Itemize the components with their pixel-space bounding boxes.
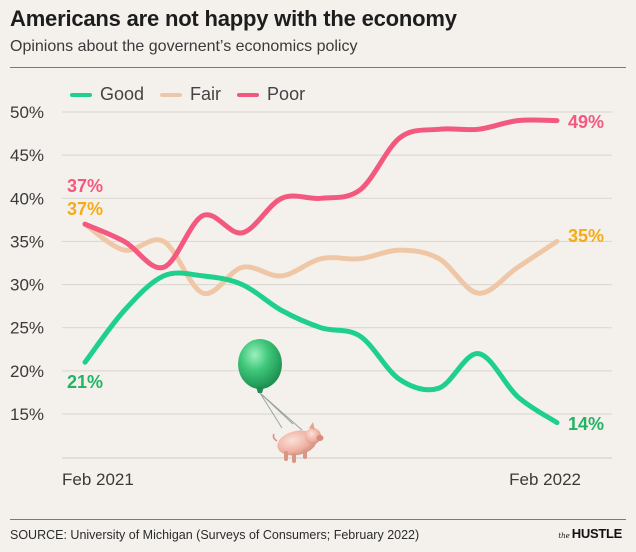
y-tick-label: 35% [10,232,44,251]
header-divider [10,67,626,68]
brand-logo: the HUSTLE [558,526,622,541]
series-lines [82,117,560,426]
legend-label-fair: Fair [190,84,222,104]
y-tick-label: 20% [10,362,44,381]
green-balloon-icon [238,339,303,431]
y-tick-label: 25% [10,319,44,338]
series-line-good [82,270,560,426]
legend-label-poor: Poor [267,84,306,104]
data-label-good-start: 21% [67,372,103,392]
data-label-poor-start: 37% [67,176,103,196]
y-tick-label: 50% [10,103,44,122]
footer-divider [10,519,626,520]
brand-logo-small: the [558,532,570,540]
y-tick-label: 15% [10,405,44,424]
legend-swatch-fair [160,92,183,97]
legend-item-good: Good [70,84,144,105]
data-label-good-end: 14% [568,414,604,434]
pig-icon [272,422,324,463]
x-tick-label: Feb 2022 [509,470,581,489]
y-tick-label: 45% [10,146,44,165]
y-tick-label: 40% [10,189,44,208]
legend-label-good: Good [100,84,145,104]
data-label-fair-start: 37% [67,199,103,219]
chart-title: Americans are not happy with the economy [10,6,457,31]
series-line-poor [82,117,560,271]
data-label-poor-end: 49% [568,112,604,132]
x-axis-ticks: Feb 2021 Feb 2022 [62,470,581,489]
x-tick-label: Feb 2021 [62,470,134,489]
chart-subtitle: Opinions about the governent’s economics… [10,38,358,55]
brand-logo-text: HUSTLE [571,526,623,541]
legend-item-poor: Poor [237,84,305,105]
series-end-labels: 37% 37% 21% 49% 35% 14% [67,112,604,434]
source-note: SOURCE: University of Michigan (Surveys … [10,528,420,542]
legend-swatch-poor [237,92,260,97]
y-axis-ticks: 50% 45% 40% 35% 30% 25% 20% 15% [10,103,44,424]
data-label-fair-end: 35% [568,226,604,246]
legend-item-fair: Fair [160,84,221,105]
legend: Good Fair Poor [70,84,305,105]
y-tick-label: 30% [10,276,44,295]
legend-swatch-good [70,92,92,97]
